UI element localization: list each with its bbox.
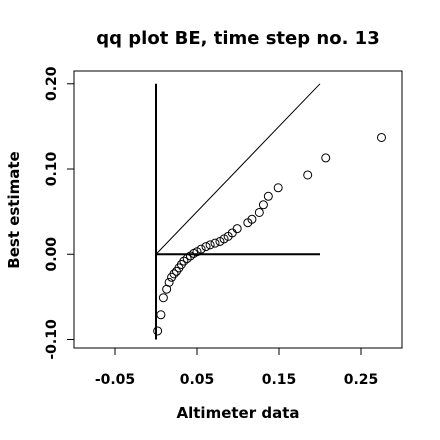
- y-tick-label: 0.00: [44, 237, 60, 272]
- y-axis-label: Best estimate: [5, 151, 23, 268]
- data-point: [321, 153, 331, 163]
- x-tick-label: -0.05: [95, 372, 135, 388]
- data-point: [377, 132, 386, 142]
- data-point: [179, 256, 189, 266]
- data-point: [303, 170, 313, 180]
- x-axis: -0.05 0.05 0.15 0.25: [95, 347, 379, 388]
- x-tick-label: 0.25: [344, 372, 379, 388]
- data-point: [263, 191, 273, 201]
- y-axis: -0.10 0.00 0.10 0.20: [44, 66, 75, 360]
- y-tick-label: 0.10: [44, 151, 60, 186]
- data-point: [182, 254, 192, 264]
- data-point: [201, 242, 211, 252]
- data-point: [169, 269, 179, 279]
- x-axis-label: Altimeter data: [177, 404, 300, 422]
- data-point: [247, 214, 257, 224]
- data-point: [156, 310, 166, 320]
- reference-line: [155, 83, 321, 255]
- data-point: [254, 207, 264, 217]
- plot-frame: [73, 70, 403, 349]
- data-point: [196, 244, 206, 254]
- data-point: [185, 251, 195, 261]
- data-point: [210, 238, 220, 248]
- reference-lines: [155, 83, 321, 340]
- data-point: [158, 293, 168, 303]
- data-point: [164, 277, 174, 287]
- data-point: [232, 224, 242, 234]
- x-tick-label: 0.05: [180, 372, 215, 388]
- y-tick-label: 0.20: [44, 66, 60, 101]
- y-tick-label: -0.10: [44, 319, 60, 360]
- data-point: [153, 326, 163, 336]
- data-point: [273, 183, 283, 193]
- data-point: [205, 240, 215, 250]
- data-points: [153, 132, 386, 336]
- data-point: [258, 200, 268, 210]
- chart-title: qq plot BE, time step no. 13: [96, 28, 379, 49]
- x-tick-label: 0.15: [262, 372, 297, 388]
